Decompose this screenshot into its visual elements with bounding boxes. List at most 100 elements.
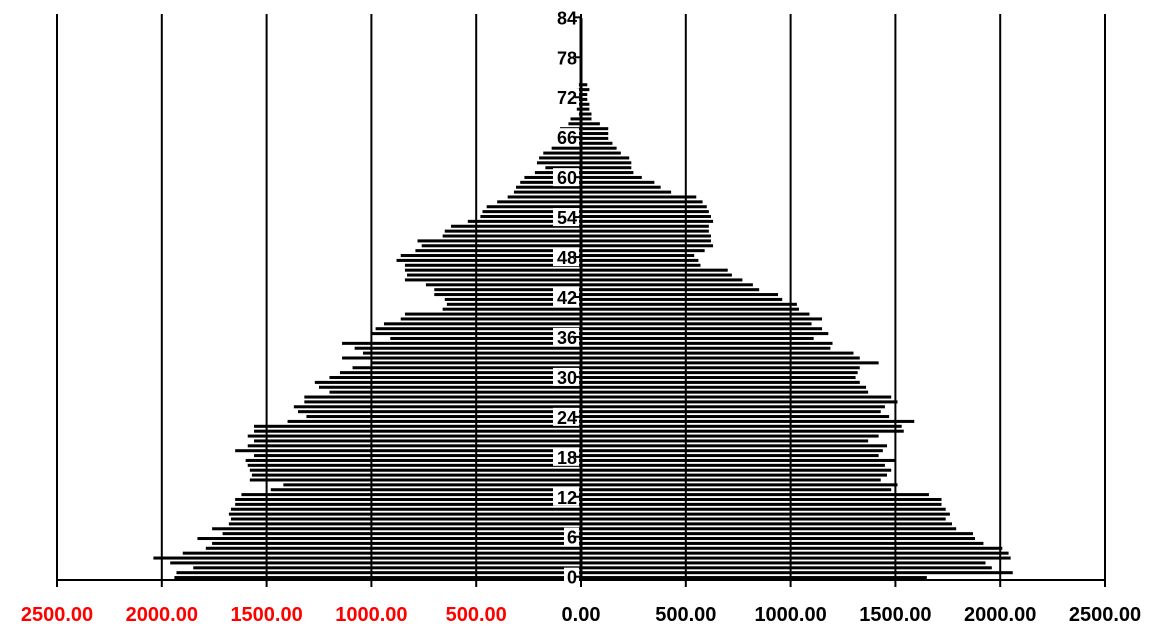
- bar-right: [581, 307, 799, 311]
- bar-right: [581, 366, 860, 370]
- bar-left: [390, 336, 581, 340]
- age-label: 84: [557, 8, 577, 28]
- bar-left: [434, 293, 581, 297]
- age-label-bg: [553, 487, 579, 506]
- bar-left: [230, 517, 581, 521]
- bar-right: [581, 156, 630, 160]
- x-tick-label: 2500.00: [21, 604, 93, 626]
- bar-right: [581, 429, 904, 433]
- bar-right: [581, 83, 588, 87]
- bar-right: [581, 517, 946, 521]
- age-label: 6: [567, 528, 577, 548]
- bar-left: [545, 166, 581, 170]
- bar-right: [581, 327, 823, 331]
- bar-right: [581, 166, 632, 170]
- age-label: 24: [557, 408, 577, 428]
- bar-left: [182, 551, 581, 555]
- bar-right: [581, 263, 701, 267]
- bar-left: [486, 205, 581, 209]
- x-tick-label: 500.00: [446, 604, 507, 626]
- bar-left: [371, 361, 581, 365]
- bar-left: [176, 571, 582, 575]
- bar-left: [444, 229, 581, 233]
- bar-right: [581, 88, 590, 92]
- bar-right: [581, 317, 823, 321]
- x-tick-label: 2000.00: [126, 604, 198, 626]
- bar-right: [581, 434, 879, 438]
- bar-right: [581, 302, 797, 306]
- bar-right: [581, 571, 1013, 575]
- bar-left: [363, 351, 581, 355]
- bar-right: [581, 566, 992, 570]
- age-label: 30: [557, 368, 577, 388]
- bar-left: [212, 527, 581, 531]
- bar-left: [444, 297, 581, 301]
- bar-left: [568, 122, 581, 126]
- bar-right: [581, 561, 986, 565]
- bar-left: [480, 214, 581, 219]
- bar-right: [581, 273, 732, 277]
- age-label: 72: [557, 88, 577, 108]
- bar-left: [404, 268, 581, 272]
- bar-right: [581, 229, 709, 233]
- bar-left: [524, 175, 581, 179]
- bar-right: [581, 341, 833, 345]
- bar-right: [581, 478, 881, 482]
- bar-left: [245, 458, 581, 462]
- bar-right: [581, 146, 617, 150]
- bar-right: [581, 312, 810, 316]
- age-label-bg: [553, 168, 579, 187]
- bar-right: [581, 444, 888, 448]
- bar-right: [581, 214, 711, 219]
- bar-left: [314, 380, 581, 384]
- bar-left: [205, 546, 582, 550]
- bar-left: [536, 161, 581, 165]
- bar-right: [581, 390, 869, 394]
- x-tick-label: 1000.00: [754, 604, 826, 626]
- x-tick-label: 500.00: [655, 604, 716, 626]
- age-label-bg: [553, 248, 579, 267]
- bar-right: [581, 351, 854, 355]
- bar-left: [400, 254, 581, 258]
- bar-right: [581, 278, 743, 282]
- bar-right: [581, 410, 881, 414]
- bar-right: [581, 102, 590, 106]
- bar-left: [251, 473, 582, 477]
- bar-right: [581, 468, 892, 472]
- bar-right: [581, 112, 592, 116]
- bar-right: [581, 454, 879, 458]
- bar-left: [434, 288, 581, 292]
- age-label: 54: [557, 208, 577, 228]
- bar-right: [581, 171, 634, 175]
- age-label: 18: [557, 448, 577, 468]
- bar-left: [404, 263, 581, 267]
- bar-right: [581, 151, 621, 155]
- bar-left: [482, 210, 581, 214]
- age-label-bg: [553, 367, 579, 386]
- bar-left: [283, 483, 581, 487]
- bar-right: [581, 136, 609, 140]
- bar-right: [581, 332, 829, 336]
- bar-left: [371, 332, 581, 336]
- bar-left: [339, 371, 581, 375]
- age-label-bg: [553, 128, 579, 147]
- bar-left: [543, 151, 581, 155]
- bar-right: [581, 200, 703, 204]
- bar-left: [222, 532, 582, 536]
- bar-left: [241, 493, 581, 497]
- bar-left: [467, 219, 581, 223]
- bar-left: [404, 278, 581, 282]
- bar-right: [581, 297, 783, 301]
- bar-right: [581, 419, 915, 423]
- bar-left: [306, 415, 581, 419]
- bar-right: [581, 439, 869, 443]
- age-label-bg: [553, 327, 579, 346]
- age-label: 78: [557, 48, 577, 68]
- bar-right: [581, 507, 946, 511]
- bar-left: [551, 146, 581, 150]
- bar-right: [581, 249, 705, 253]
- bar-right: [581, 293, 779, 297]
- bar-left: [247, 444, 581, 448]
- bar-right: [581, 385, 867, 389]
- bar-left: [228, 522, 581, 526]
